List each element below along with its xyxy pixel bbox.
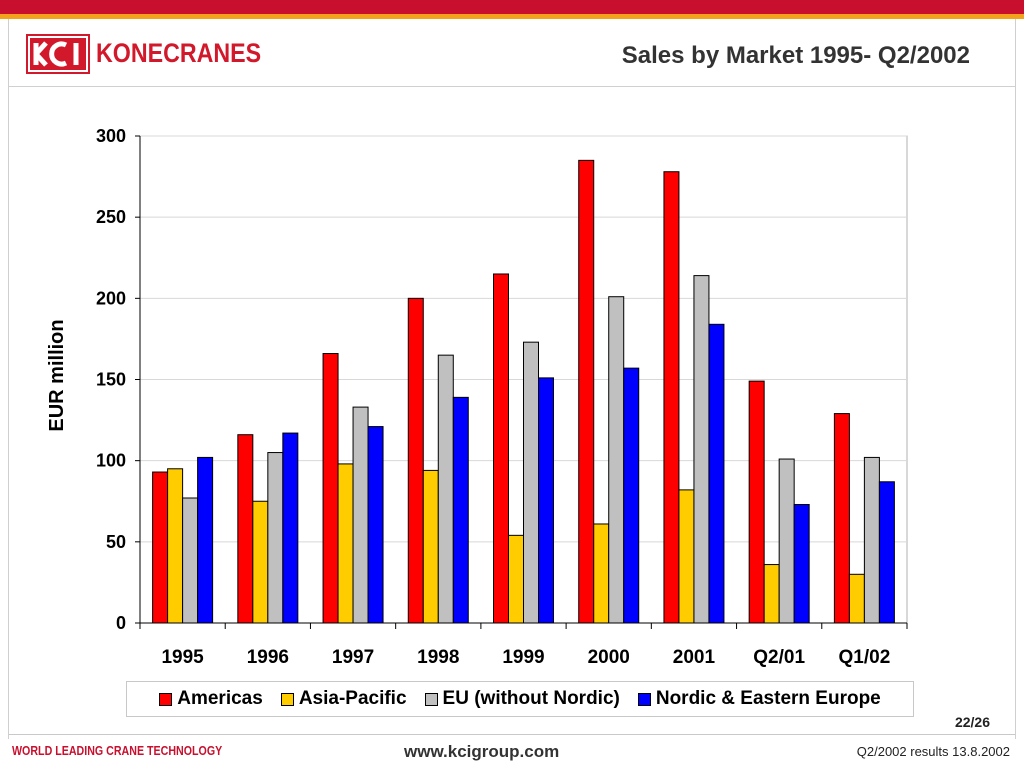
- legend-label: Americas: [177, 688, 263, 709]
- bar-americas-2001: [663, 171, 680, 624]
- legend-swatch: [280, 692, 294, 706]
- legend-label: EU (without Nordic): [442, 688, 620, 709]
- logo-text: KONECRANES: [96, 38, 262, 68]
- bar-nordic-eastern-europe-2001: [708, 323, 725, 624]
- bar-asia-pacific-2000: [593, 523, 610, 624]
- bar-eu-without-nordic-Q2-01: [778, 458, 795, 624]
- top-bar-orange: [0, 14, 1024, 19]
- kci-logo-icon: [26, 34, 90, 74]
- bar-americas-1995: [152, 471, 169, 624]
- page-title: Sales by Market 1995- Q2/2002: [621, 42, 970, 69]
- bar-eu-without-nordic-1995: [182, 497, 199, 624]
- footer-tagline: WORLD LEADING CRANE TECHNOLOGY: [12, 743, 223, 758]
- bar-eu-without-nordic-1998: [437, 354, 454, 624]
- legend-label: Nordic & Eastern Europe: [655, 688, 881, 709]
- y-tick-label: 250: [96, 207, 126, 227]
- legend-swatch: [159, 692, 173, 706]
- bar-asia-pacific-1997: [337, 463, 354, 624]
- bar-nordic-eastern-europe-Q1-02: [878, 481, 895, 624]
- bar-nordic-eastern-europe-Q2-01: [793, 503, 810, 624]
- bar-eu-without-nordic-1999: [523, 341, 539, 624]
- bar-asia-pacific-Q1-02: [848, 573, 865, 624]
- y-tick-label: 50: [106, 532, 126, 552]
- legend-swatch: [424, 692, 438, 706]
- bar-asia-pacific-1999: [508, 534, 524, 624]
- bar-americas-1997: [322, 353, 339, 624]
- footer-url[interactable]: www.kcigroup.com: [404, 742, 560, 761]
- y-tick-label: 0: [116, 613, 126, 633]
- bar-asia-pacific-1996: [252, 500, 269, 624]
- footer-results: Q2/2002 results 13.8.2002: [856, 744, 1010, 759]
- bar-nordic-eastern-europe-1996: [282, 432, 299, 624]
- bar-eu-without-nordic-Q1-02: [863, 456, 880, 624]
- bar-nordic-eastern-europe-1995: [197, 456, 214, 624]
- bar-americas-1998: [407, 297, 424, 624]
- bar-asia-pacific-2001: [678, 489, 695, 624]
- header-divider: [9, 86, 1015, 87]
- top-bar-red: [0, 0, 1024, 14]
- bar-asia-pacific-1995: [167, 468, 184, 624]
- bar-americas-Q2-01: [748, 380, 765, 624]
- legend-item: Americas: [159, 688, 263, 710]
- x-tick-label: Q1/02: [839, 647, 891, 668]
- frame-left-line: [8, 19, 9, 739]
- x-tick-label: 1998: [417, 647, 459, 668]
- legend-item: Asia-Pacific: [280, 688, 407, 710]
- bar-asia-pacific-1998: [422, 469, 439, 624]
- y-tick-label: 150: [96, 370, 126, 390]
- x-tick-label: 1997: [332, 647, 374, 668]
- frame-right-line: [1015, 19, 1016, 739]
- bar-eu-without-nordic-2001: [693, 275, 710, 624]
- y-tick-label: 100: [96, 451, 126, 471]
- x-tick-label: 1996: [247, 647, 289, 668]
- bar-nordic-eastern-europe-1999: [538, 377, 554, 624]
- bar-americas-2000: [578, 159, 595, 624]
- y-tick-label: 200: [96, 288, 126, 308]
- bar-chart: 0 50 100 150 200 250 300 1995 1996 1997 1998 1999 20…: [46, 126, 908, 668]
- page-number: 22/26: [954, 714, 990, 730]
- bar-nordic-eastern-europe-1998: [452, 396, 469, 624]
- bar-americas-Q1-02: [833, 413, 850, 624]
- x-tick-label: 1999: [502, 647, 544, 668]
- bar-eu-without-nordic-2000: [608, 296, 625, 624]
- y-tick-label: 300: [96, 126, 126, 146]
- chart-legend: Americas Asia-Pacific EU (without Nordic) N…: [126, 681, 914, 717]
- konecranes-logo: KONECRANES: [26, 34, 261, 76]
- bar-nordic-eastern-europe-2000: [623, 367, 640, 624]
- x-tick-label: 2000: [588, 647, 630, 668]
- bar-nordic-eastern-europe-1997: [367, 426, 384, 624]
- footer-divider: [9, 734, 1015, 735]
- bar-eu-without-nordic-1997: [352, 406, 369, 624]
- x-tick-label: Q2/01: [753, 647, 805, 668]
- legend-item: EU (without Nordic): [424, 688, 620, 710]
- bar-americas-1996: [237, 434, 254, 624]
- bar-eu-without-nordic-1996: [267, 452, 284, 624]
- legend-swatch: [637, 692, 651, 706]
- bar-asia-pacific-Q2-01: [763, 564, 780, 624]
- legend-item: Nordic & Eastern Europe: [637, 688, 881, 710]
- x-tick-label: 1995: [161, 647, 204, 668]
- bar-americas-1999: [493, 273, 509, 624]
- y-axis-label: EUR million: [46, 319, 68, 431]
- legend-label: Asia-Pacific: [298, 688, 407, 709]
- x-tick-label: 2001: [673, 647, 716, 668]
